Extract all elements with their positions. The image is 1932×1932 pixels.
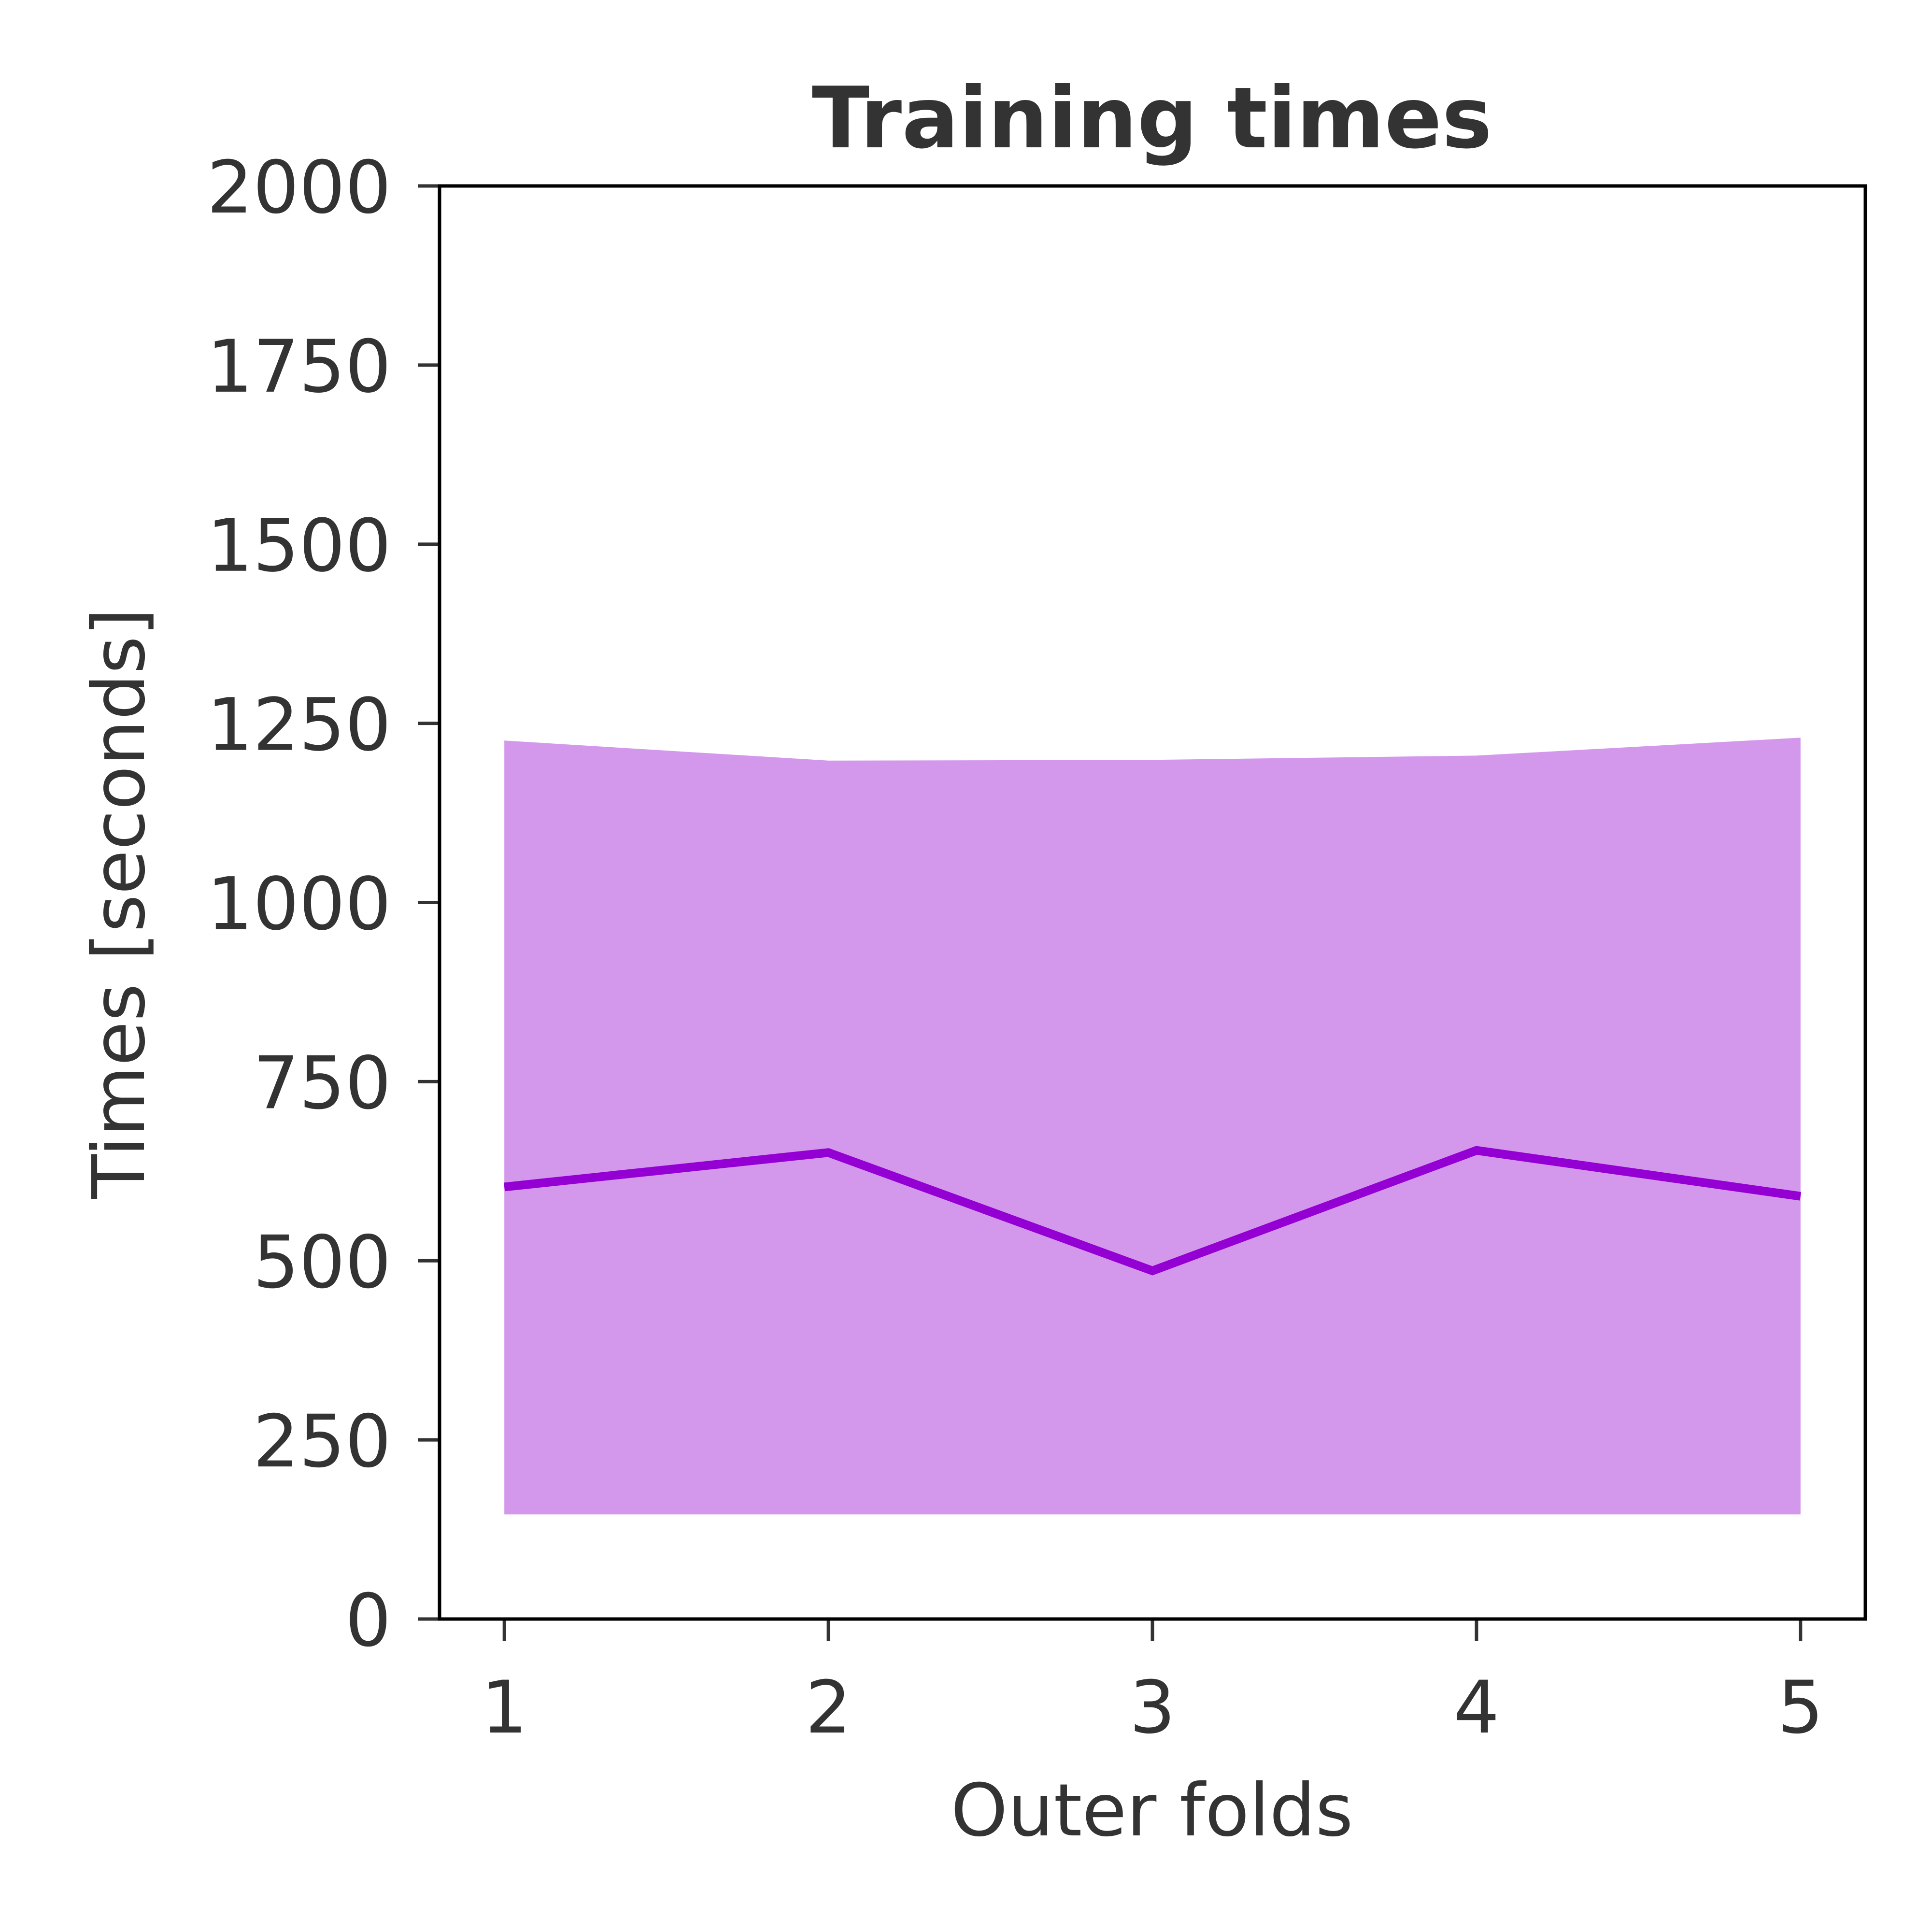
y-axis-label: Times [seconds] [77, 608, 161, 1199]
y-tick-label-3: 500 [253, 1221, 391, 1305]
x-tick-label-3: 3 [1129, 1666, 1175, 1750]
y-axis-ticks: 0 250 500 750 1000 1250 1500 1750 2000 [207, 146, 440, 1663]
x-axis-ticks: 1 2 3 4 5 [481, 1619, 1824, 1750]
y-tick-label-1: 0 [345, 1579, 391, 1663]
x-tick-label-4: 4 [1453, 1666, 1499, 1750]
y-tick-label-7: 1500 [207, 504, 391, 588]
plot-area [504, 738, 1802, 1515]
y-tick-label-8: 1750 [207, 325, 391, 409]
chart-title: Training times [812, 70, 1492, 168]
series-0-range-band [504, 738, 1801, 1515]
y-tick-label-9: 2000 [207, 146, 391, 230]
x-tick-label-2: 2 [805, 1666, 851, 1750]
y-tick-label-5: 1000 [207, 863, 391, 947]
axes-frame [438, 184, 1867, 1621]
y-tick-label-6: 1250 [207, 683, 391, 767]
x-tick-label-5: 5 [1777, 1666, 1823, 1750]
y-tick-label-2: 250 [253, 1400, 391, 1484]
x-tick-label-1: 1 [481, 1666, 527, 1750]
y-tick-label-4: 750 [253, 1041, 391, 1125]
x-axis-label: Outer folds [951, 1769, 1353, 1853]
